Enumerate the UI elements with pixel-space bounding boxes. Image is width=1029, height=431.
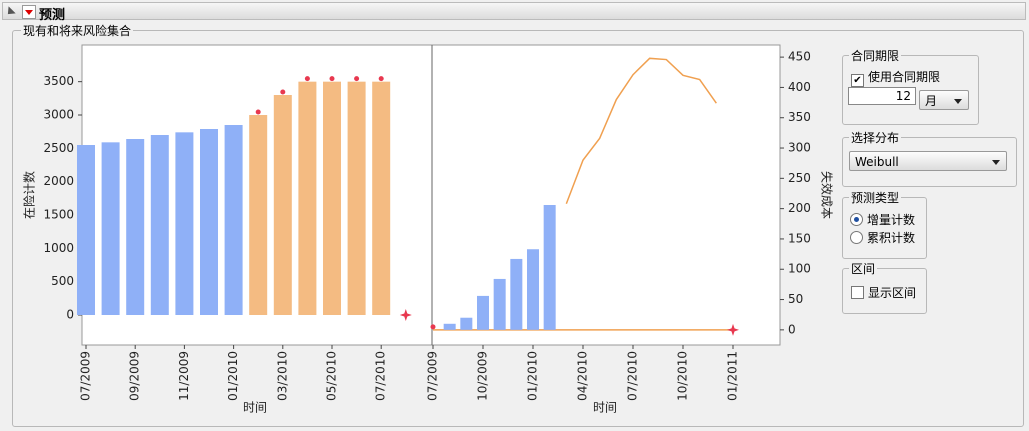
plot-area — [81, 44, 781, 346]
checkbox-box[interactable] — [851, 286, 864, 299]
x-tick-label: 11/2009 — [177, 351, 191, 401]
bar — [443, 323, 456, 330]
radio-option[interactable]: 累积计数 — [850, 229, 915, 247]
checkbox-box[interactable]: ✔ — [851, 74, 864, 87]
y-axis-label: 在险计数 — [22, 171, 37, 219]
bar — [372, 81, 391, 316]
radio-label: 增量计数 — [867, 213, 916, 227]
y-tick-label: 3000 — [43, 108, 74, 122]
x-tick-label: 05/2010 — [325, 351, 339, 401]
header-title: 预测 — [39, 8, 66, 23]
bar — [347, 81, 366, 316]
select-value: 月 — [925, 94, 938, 108]
x-axis-label: 时间 — [243, 401, 267, 415]
x-tick-label: 07/2009 — [426, 351, 440, 401]
y-tick-label: 250 — [788, 171, 811, 185]
point — [329, 76, 335, 82]
point — [304, 76, 310, 82]
menu-icon[interactable] — [22, 5, 36, 19]
x-tick-label: 01/2010 — [226, 351, 240, 401]
checkbox[interactable]: 显示区间 — [851, 284, 916, 301]
forecast-type-group: 预测类型 增量计数累积计数 — [842, 189, 927, 259]
bar — [323, 81, 341, 316]
bar — [200, 129, 218, 315]
y-tick-label: 0 — [788, 322, 796, 336]
radio-option[interactable]: 增量计数 — [850, 211, 915, 229]
star-marker — [727, 323, 740, 336]
y-tick-label: 300 — [788, 141, 811, 155]
y-tick-label: 500 — [51, 274, 74, 288]
y-tick-label: 100 — [788, 262, 811, 276]
bar — [249, 115, 268, 315]
x-tick-label: 07/2010 — [374, 351, 388, 401]
y-tick-label: 0 — [66, 308, 74, 322]
unit-select[interactable]: 月 — [919, 90, 969, 110]
y-tick-label: 1000 — [43, 241, 74, 255]
y-axis-label: 失效成本 — [820, 171, 835, 219]
point — [280, 89, 286, 95]
y-tick-label: 50 — [788, 292, 803, 306]
point — [354, 76, 360, 82]
bar — [477, 295, 490, 330]
x-tick-label: 09/2009 — [128, 351, 142, 401]
y-tick-label: 400 — [788, 80, 811, 94]
x-tick-label: 07/2010 — [626, 351, 640, 401]
interval-group: 区间 显示区间 — [842, 260, 927, 314]
x-tick-label: 10/2010 — [676, 351, 690, 401]
bar — [175, 132, 194, 315]
bar — [77, 145, 95, 315]
line — [565, 57, 717, 205]
bar — [224, 125, 243, 315]
bar — [460, 317, 473, 330]
y-tick-label: 200 — [788, 201, 811, 215]
y-tick-label: 3500 — [43, 74, 74, 88]
bar — [101, 142, 120, 315]
point — [255, 109, 261, 115]
text-input[interactable]: 12 — [848, 87, 916, 105]
radio-button[interactable] — [850, 213, 863, 226]
checkbox-label: 显示区间 — [868, 286, 917, 300]
y-tick-label: 1500 — [43, 208, 74, 222]
bar — [527, 249, 540, 330]
y-tick-label: 2000 — [43, 174, 74, 188]
y-tick-label: 450 — [788, 50, 811, 64]
checkbox[interactable]: ✔ 使用合同期限 — [851, 68, 940, 87]
x-tick-label: 03/2010 — [275, 351, 289, 401]
contract-group: 合同期限 ✔ 使用合同期限 12 月 — [842, 47, 979, 125]
panel-title: 现有和将来风险集合 — [21, 22, 134, 39]
x-axis-label: 时间 — [593, 401, 617, 415]
y-tick-label: 2500 — [43, 141, 74, 155]
group-title: 区间 — [849, 260, 878, 277]
bar — [510, 258, 523, 330]
bar — [126, 139, 145, 315]
bar — [493, 278, 506, 330]
select-value: Weibull — [855, 155, 899, 169]
bar — [273, 95, 292, 315]
group-title: 选择分布 — [849, 129, 902, 146]
x-tick-label: 07/2009 — [79, 351, 93, 401]
bar — [298, 81, 317, 316]
point — [378, 76, 384, 82]
bar — [150, 135, 169, 315]
x-tick-label: 04/2010 — [576, 351, 590, 401]
checkbox-label: 使用合同期限 — [868, 70, 941, 84]
radio-button[interactable] — [850, 231, 863, 244]
panel: 现有和将来风险集合 — [12, 22, 1024, 427]
x-tick-label: 01/2010 — [526, 351, 540, 401]
bar — [543, 205, 556, 330]
point — [430, 324, 436, 330]
x-tick-label: 01/2011 — [726, 351, 740, 401]
y-tick-label: 350 — [788, 110, 811, 124]
group-title: 预测类型 — [849, 189, 902, 206]
y-tick-label: 150 — [788, 231, 811, 245]
outline-header[interactable]: 预测 — [2, 2, 1026, 23]
x-tick-label: 10/2009 — [476, 351, 490, 401]
radio-label: 累积计数 — [867, 231, 916, 245]
group-title: 合同期限 — [849, 47, 902, 64]
distribution-select[interactable]: Weibull — [849, 151, 1007, 171]
distribution-group: 选择分布 Weibull — [842, 129, 1017, 187]
star-marker — [399, 309, 412, 321]
